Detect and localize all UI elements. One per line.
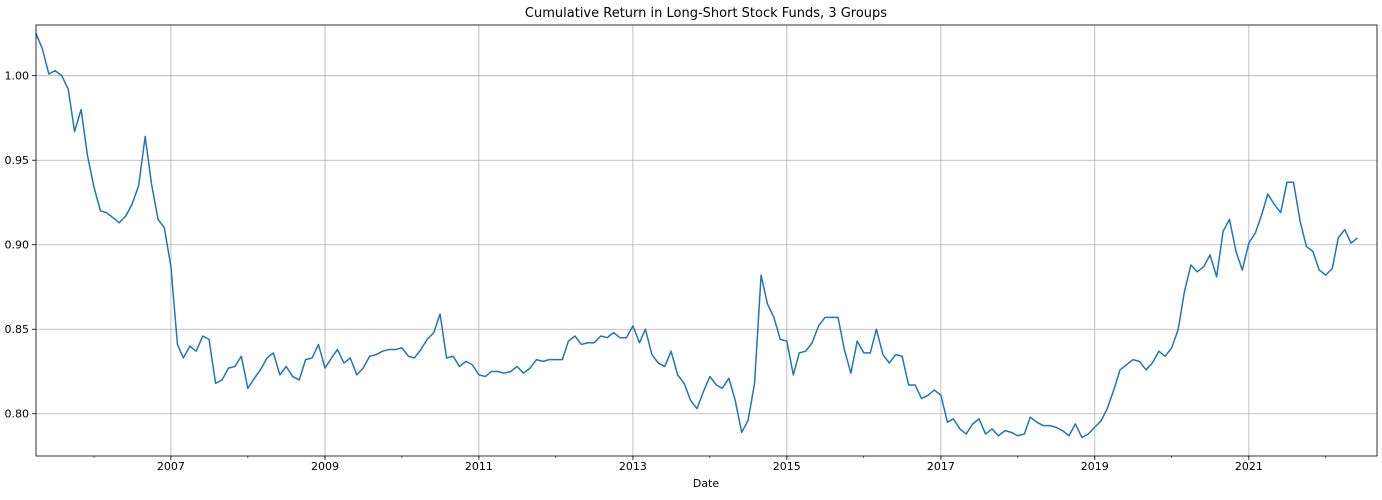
plot-frame [35, 24, 1378, 457]
series-layer [35, 33, 1359, 439]
y-tick-label: 0.80 [5, 408, 30, 421]
x-axis-label: Date [693, 477, 720, 490]
y-tick-label: 0.95 [5, 154, 30, 167]
x-tick-label: 2017 [927, 460, 955, 473]
x-tick-label: 2021 [1235, 460, 1263, 473]
ticks-layer: 0.80 0.85 0.90 0.95 1.00 2007 2009 2011 2013 2015… [5, 70, 1327, 473]
x-tick-label: 2015 [773, 460, 801, 473]
x-tick-label: 2007 [157, 460, 185, 473]
series-line [35, 33, 1359, 439]
chart-title: Cumulative Return in Long-Short Stock Fu… [525, 6, 887, 21]
x-tick-label: 2009 [311, 460, 339, 473]
y-tick-label: 1.00 [5, 70, 30, 83]
x-tick-label: 2011 [465, 460, 493, 473]
y-tick-label: 0.90 [5, 239, 30, 252]
x-tick-label: 2019 [1081, 460, 1109, 473]
axes-layer [35, 24, 1378, 457]
grid-layer [36, 25, 1377, 456]
y-tick-label: 0.85 [5, 323, 30, 336]
x-tick-label: 2013 [619, 460, 647, 473]
